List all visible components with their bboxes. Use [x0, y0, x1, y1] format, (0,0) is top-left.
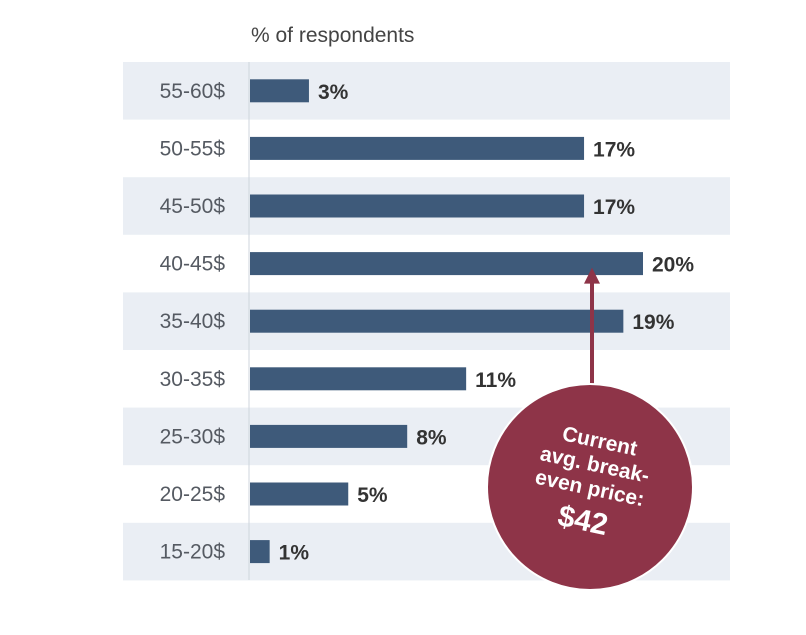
- x-axis-label: % of respondents: [251, 24, 414, 47]
- row-band: [123, 62, 730, 120]
- bars: 55-60$ 3% 50-55$ 17% 45-50$ 17% 40-45$ 20% 35-40…: [160, 79, 694, 565]
- bar: [250, 136, 585, 160]
- category-label: 40-45$: [160, 253, 226, 276]
- bar: [250, 79, 309, 103]
- bar: [250, 482, 349, 506]
- category-label: 25-30$: [160, 425, 226, 448]
- value-label: 19%: [632, 311, 674, 334]
- value-label: 17%: [593, 138, 635, 161]
- value-label: 1%: [279, 542, 310, 565]
- category-label: 15-20$: [160, 541, 226, 564]
- category-label: 30-35$: [160, 368, 226, 391]
- value-label: 3%: [318, 81, 349, 104]
- value-label: 5%: [357, 484, 388, 507]
- annotation-arrow-head: [584, 267, 600, 284]
- category-label: 45-50$: [160, 195, 226, 218]
- bar: [250, 309, 624, 333]
- category-label: 35-40$: [160, 310, 226, 333]
- category-label: 50-55$: [160, 137, 226, 160]
- value-label: 8%: [416, 426, 447, 449]
- bar: [250, 424, 408, 448]
- category-label: 55-60$: [160, 80, 226, 103]
- value-label: 20%: [652, 254, 694, 277]
- category-label: 20-25$: [160, 483, 226, 506]
- bar: [250, 194, 585, 218]
- annotation-bubble: [486, 383, 694, 591]
- value-label: 17%: [593, 196, 635, 219]
- bar: [250, 540, 270, 564]
- bar: [250, 367, 467, 391]
- bar: [250, 252, 643, 276]
- value-label: 11%: [475, 369, 516, 392]
